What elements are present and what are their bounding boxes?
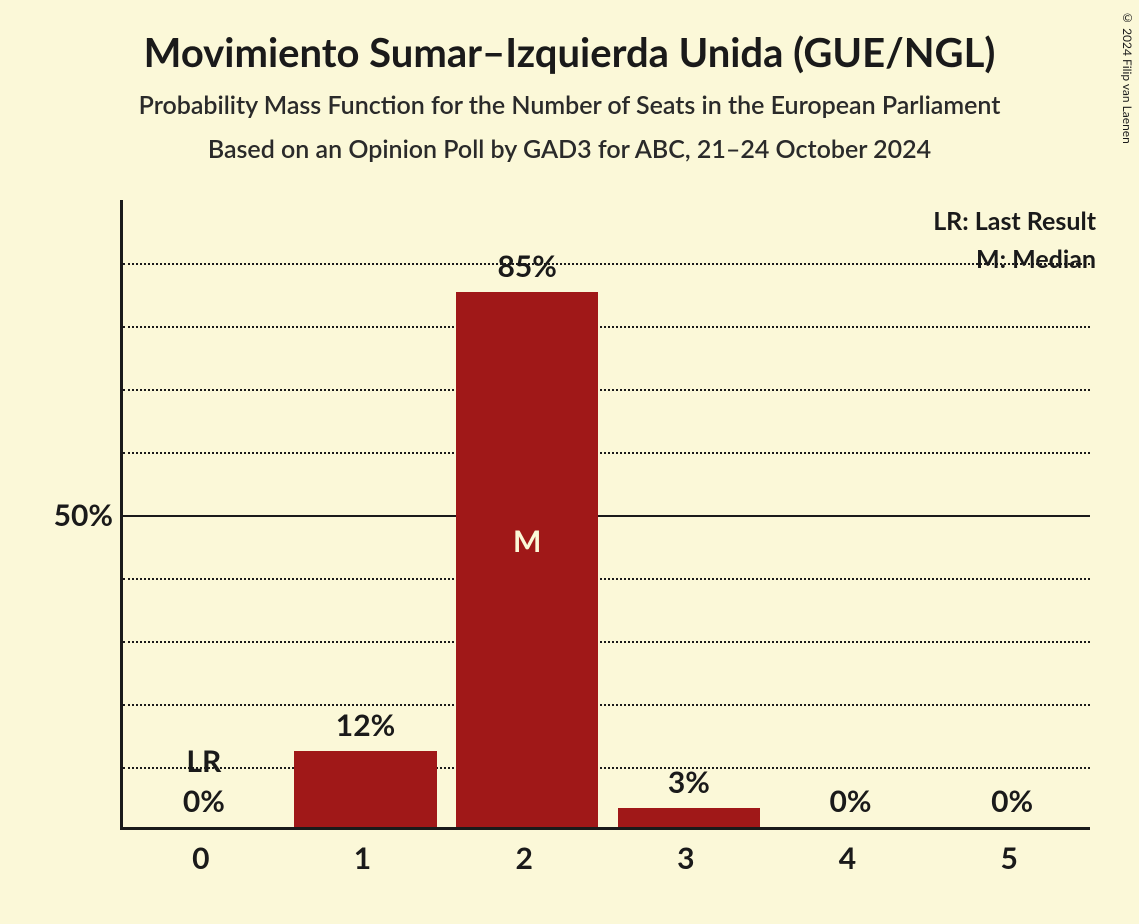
grid-line-minor	[123, 326, 1090, 328]
bar-value-label: 12%	[294, 707, 436, 743]
x-axis-label: 2	[444, 840, 604, 876]
bar-value-label: 0%	[779, 783, 921, 819]
grid-line-minor	[123, 578, 1090, 580]
x-axis-label: 5	[929, 840, 1089, 876]
legend-m: M: Median	[976, 244, 1096, 274]
median-marker: M	[456, 523, 598, 559]
bar	[618, 808, 760, 827]
chart-subtitle-2: Based on an Opinion Poll by GAD3 for ABC…	[0, 120, 1139, 164]
x-axis-label: 0	[121, 840, 281, 876]
y-axis-label: 50%	[43, 497, 113, 533]
grid-line-major	[123, 515, 1090, 517]
bar	[456, 292, 598, 828]
bar-value-label: 0%	[941, 783, 1083, 819]
bar-value-label: 0%	[133, 783, 275, 819]
bar-value-label: 3%	[618, 764, 760, 800]
x-axis-label: 4	[768, 840, 928, 876]
bar	[294, 751, 436, 827]
bar-value-label: 85%	[456, 248, 598, 284]
chart-subtitle-1: Probability Mass Function for the Number…	[0, 76, 1139, 120]
grid-line-minor	[123, 704, 1090, 706]
chart-area: 50% 0% LR 12% 85% M 3% 0% 0% LR: Last Result M: …	[40, 200, 1110, 900]
grid-line-minor	[123, 452, 1090, 454]
grid-line-minor	[123, 389, 1090, 391]
chart-title: Movimiento Sumar–Izquierda Unida (GUE/NG…	[0, 0, 1139, 76]
copyright-text: © 2024 Filip van Laenen	[1120, 10, 1135, 144]
x-axis-label: 3	[606, 840, 766, 876]
grid-line-minor	[123, 263, 1090, 265]
plot-area: 50%0%LR12%85%M3%0%0%	[120, 200, 1090, 830]
x-axis-label: 1	[283, 840, 443, 876]
legend-lr: LR: Last Result	[933, 206, 1096, 236]
lr-marker: LR	[133, 743, 275, 779]
grid-line-minor	[123, 641, 1090, 643]
